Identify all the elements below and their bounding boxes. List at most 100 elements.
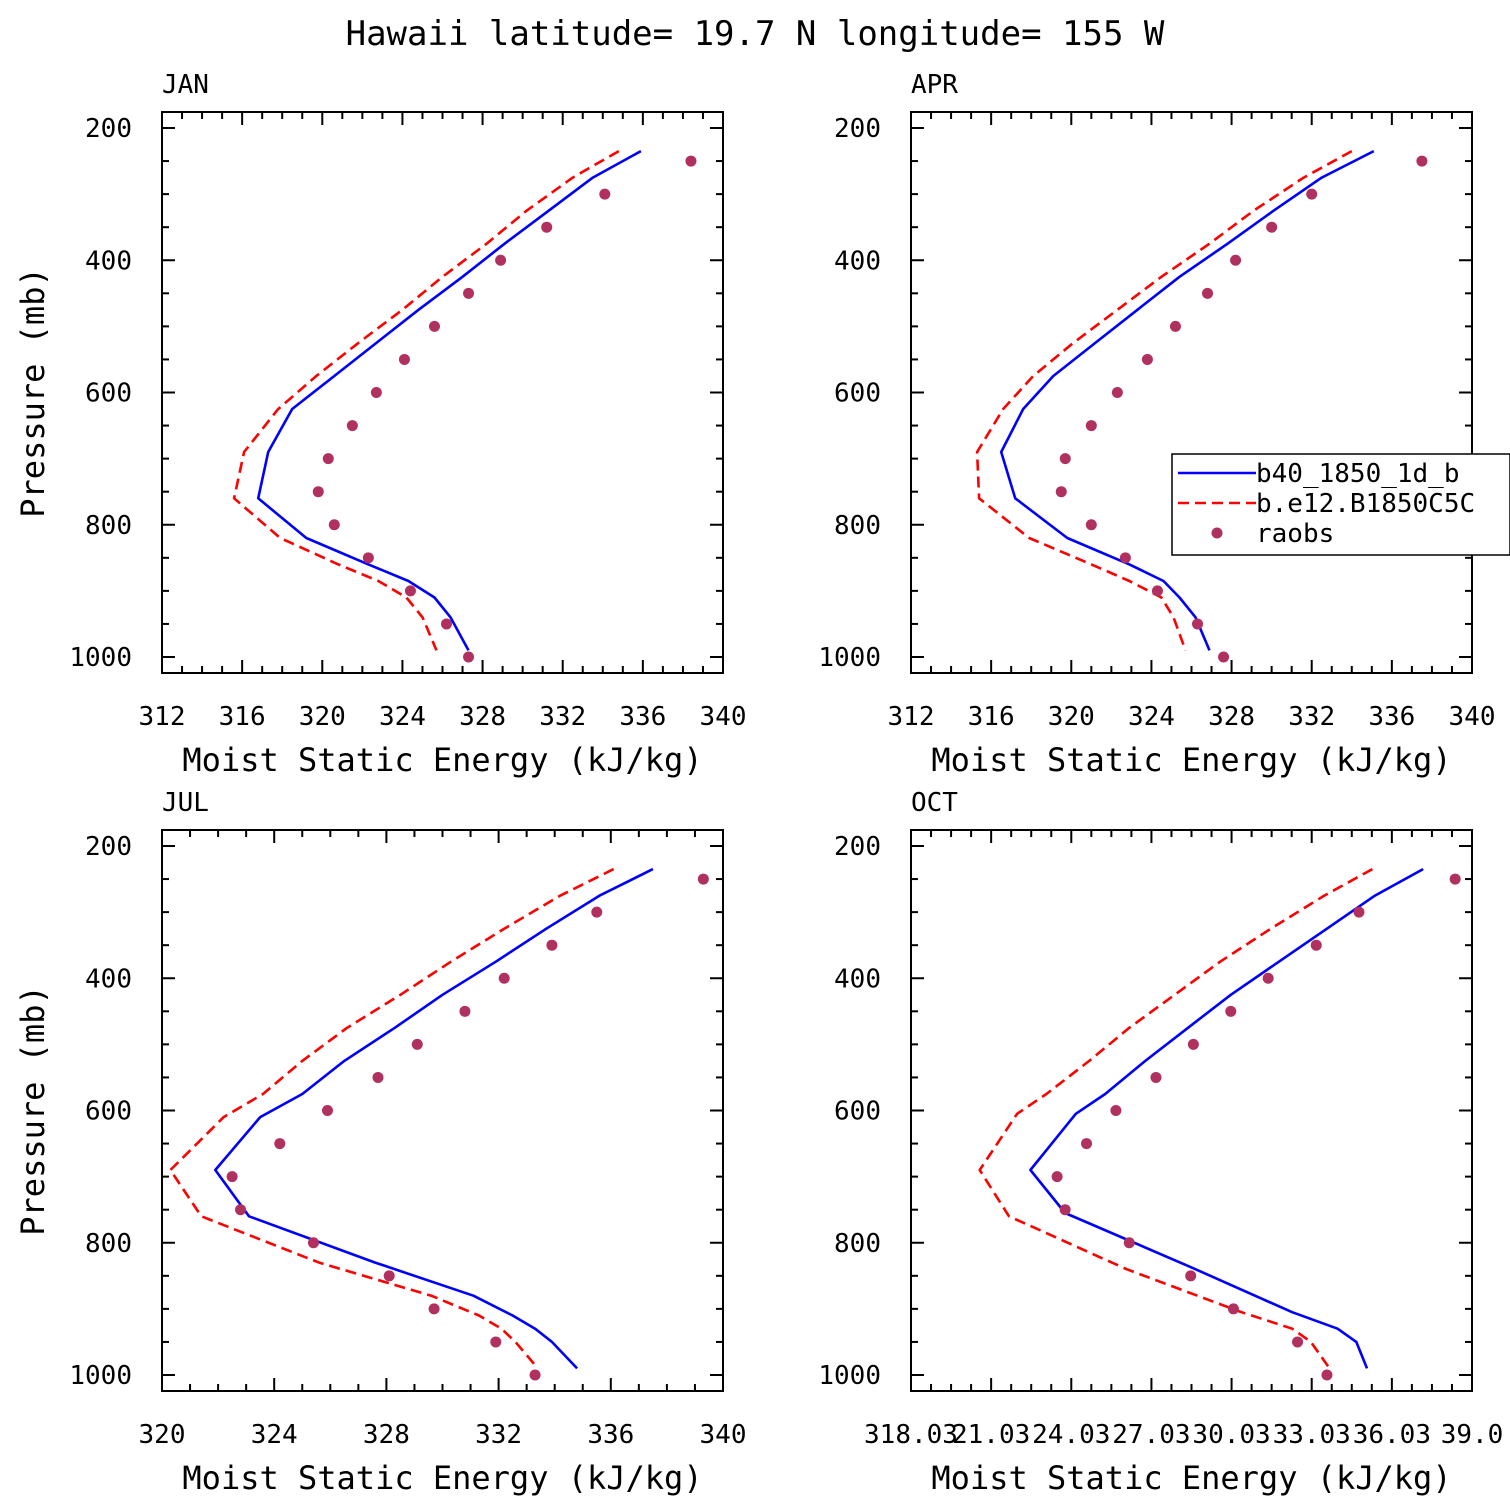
data-point-raobs — [1081, 1138, 1093, 1150]
data-point-raobs — [1141, 353, 1153, 365]
y-tick-label: 400 — [85, 964, 132, 994]
x-axis-label: Moist Static Energy (kJ/kg) — [931, 741, 1451, 779]
x-tick-label: 340 — [1449, 702, 1496, 732]
x-tick-label: 320 — [299, 702, 346, 732]
data-point-raobs — [1292, 1336, 1304, 1348]
y-tick-label: 1000 — [69, 643, 132, 673]
data-point-raobs — [322, 453, 334, 465]
data-point-raobs — [1059, 1204, 1071, 1216]
data-point-raobs — [463, 651, 475, 663]
x-tick-label: 33.03 — [1273, 1420, 1351, 1450]
legend-marker-raobs — [1211, 527, 1223, 539]
data-point-raobs — [1266, 221, 1278, 233]
x-tick-label: 320 — [1048, 702, 1095, 732]
data-point-raobs — [1310, 939, 1322, 951]
x-tick-label: 36.03 — [1353, 1420, 1431, 1450]
series-raobs — [312, 155, 697, 663]
data-point-raobs — [490, 1336, 502, 1348]
data-point-raobs — [1051, 1171, 1063, 1183]
x-axis-label: Moist Static Energy (kJ/kg) — [182, 741, 702, 779]
x-tick-label: 336 — [587, 1420, 634, 1450]
plot-frame — [161, 111, 724, 674]
legend-box — [1171, 453, 1510, 556]
y-tick-label: 600 — [834, 379, 881, 409]
data-point-raobs — [307, 1237, 319, 1249]
y-axis-label: Pressure (mb) — [14, 985, 52, 1235]
x-axis-label: Moist Static Energy (kJ/kg) — [182, 1459, 702, 1497]
x-tick-label: 316 — [219, 702, 266, 732]
data-point-raobs — [1055, 486, 1067, 498]
data-point-raobs — [383, 1270, 395, 1282]
x-tick-label: 328 — [1208, 702, 1255, 732]
data-point-raobs — [235, 1204, 247, 1216]
series-raobs — [226, 873, 709, 1381]
plot-frame — [161, 829, 724, 1392]
x-tick-label: 316 — [968, 702, 1015, 732]
data-point-raobs — [372, 1071, 384, 1083]
data-point-raobs — [441, 618, 453, 630]
series-line-e12 — [169, 867, 615, 1370]
x-tick-label: 312 — [139, 702, 186, 732]
data-point-raobs — [362, 552, 374, 564]
plot-frame — [910, 829, 1473, 1392]
data-point-raobs — [404, 585, 416, 597]
y-tick-label: 600 — [85, 1097, 132, 1127]
x-tick-label: 39.0 — [1441, 1420, 1504, 1450]
data-point-raobs — [1202, 287, 1214, 299]
data-point-raobs — [1085, 420, 1097, 432]
y-axis-label: Pressure (mb) — [14, 267, 52, 517]
data-point-raobs — [1059, 453, 1071, 465]
x-tick-label: 320 — [139, 1420, 186, 1450]
data-point-raobs — [1353, 906, 1365, 918]
data-point-raobs — [226, 1171, 238, 1183]
y-tick-label: 800 — [834, 1229, 881, 1259]
series-line-b40 — [256, 149, 642, 652]
data-point-raobs — [1187, 1038, 1199, 1050]
data-point-raobs — [1119, 552, 1131, 564]
data-point-raobs — [1262, 972, 1274, 984]
series-line-b40 — [999, 149, 1375, 651]
x-tick-label: 318.03 — [864, 1420, 958, 1450]
data-point-raobs — [411, 1038, 423, 1050]
panel-apr: 312 316 320 324 328 332 336 340 200 400 600 800 1000… — [818, 70, 1510, 779]
panel-label: JAN — [162, 70, 209, 100]
data-point-raobs — [328, 519, 340, 531]
data-point-raobs — [529, 1369, 541, 1381]
panel-label: OCT — [911, 788, 958, 818]
chart-title: Hawaii latitude= 19.7 N longitude= 155 W — [346, 14, 1165, 54]
data-point-raobs — [463, 287, 475, 299]
data-point-raobs — [685, 155, 697, 167]
data-point-raobs — [541, 221, 553, 233]
x-tick-label: 332 — [475, 1420, 522, 1450]
data-point-raobs — [498, 972, 510, 984]
x-tick-label: 324 — [379, 702, 426, 732]
legend-label-e12: b.e12.B1850C5C — [1256, 489, 1475, 519]
y-tick-label: 800 — [85, 1229, 132, 1259]
data-point-raobs — [697, 873, 709, 885]
x-tick-label: 340 — [700, 1420, 747, 1450]
x-tick-label: 336 — [1368, 702, 1415, 732]
data-point-raobs — [1225, 1005, 1237, 1017]
panel-jul: 320 324 328 332 336 340 200 400 600 800 1000 JUL Moi… — [14, 788, 746, 1497]
plot-frame — [910, 111, 1473, 674]
x-tick-label: 324 — [251, 1420, 298, 1450]
data-point-raobs — [1111, 387, 1123, 398]
x-tick-label: 312 — [888, 702, 935, 732]
x-tick-label: 21.03 — [952, 1420, 1030, 1450]
x-tick-label: 340 — [700, 702, 747, 732]
y-tick-label: 400 — [834, 246, 881, 276]
data-point-raobs — [1085, 519, 1097, 531]
y-tick-label: 800 — [834, 511, 881, 541]
data-point-raobs — [428, 320, 440, 332]
data-point-raobs — [1151, 585, 1163, 597]
data-point-raobs — [546, 939, 558, 951]
y-tick-label: 200 — [834, 832, 881, 862]
y-tick-label: 200 — [85, 832, 132, 862]
x-tick-label: 332 — [539, 702, 586, 732]
series-raobs — [1051, 873, 1461, 1381]
data-point-raobs — [1185, 1270, 1197, 1282]
x-tick-label: 324 — [1128, 702, 1175, 732]
data-point-raobs — [321, 1105, 333, 1116]
